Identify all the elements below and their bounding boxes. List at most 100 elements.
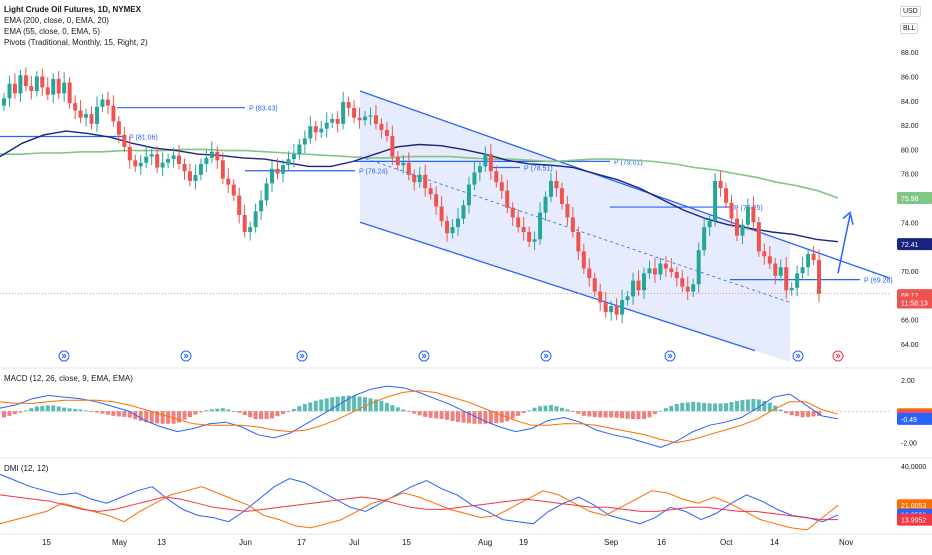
candle-body (707, 221, 712, 228)
price-tick-label: 82.00 (901, 123, 919, 130)
candle-body (357, 117, 362, 121)
dmi-pane-label: DMI (12, 12) (4, 464, 49, 473)
candle-body (395, 156, 400, 166)
news-event-icon (58, 350, 70, 362)
candle-body (647, 268, 652, 274)
macd-histogram-bar (439, 411, 444, 419)
candle-body (445, 221, 450, 234)
indicator-ema200-label: EMA (200, close, 0, EMA, 20) (4, 16, 109, 25)
candle-body (215, 151, 220, 161)
macd-histogram-bar (472, 411, 477, 424)
candle-body (51, 78, 56, 95)
candle-body (204, 157, 209, 164)
candle-body (291, 154, 296, 160)
macd-histogram-bar (778, 409, 783, 412)
macd-histogram-bar (193, 411, 198, 415)
macd-histogram-bar (105, 411, 110, 415)
macd-histogram-bar (806, 411, 811, 418)
macd-histogram-bar (658, 410, 663, 412)
dmi-plus-line (0, 473, 839, 525)
macd-histogram-bar (226, 409, 231, 412)
macd-histogram-bar (286, 411, 291, 413)
macd-histogram-bar (669, 406, 674, 412)
macd-histogram-bar (565, 409, 570, 412)
candle-body (483, 154, 488, 167)
price-tick-label: 80.00 (901, 147, 919, 154)
candle-body (89, 114, 94, 124)
candle-body (105, 99, 110, 106)
candle-body (745, 206, 750, 225)
time-tick-label: Nov (839, 538, 853, 547)
candle-body (428, 188, 433, 195)
macd-histogram-bar (166, 411, 171, 424)
candle-body (45, 87, 50, 95)
candle-body (412, 174, 417, 183)
macd-histogram-bar (510, 411, 515, 419)
macd-histogram-bar (417, 411, 422, 416)
candle-body (193, 174, 198, 181)
currency-label[interactable]: USD (900, 6, 921, 17)
candle-body (554, 180, 559, 189)
candle-body (160, 162, 165, 168)
candle-body (587, 268, 592, 279)
time-tick-label: Sep (604, 538, 619, 547)
candle-body (434, 194, 439, 207)
macd-histogram-bar (182, 411, 187, 420)
candle-body (631, 280, 636, 297)
candle-body (231, 184, 236, 196)
candle-body (532, 239, 537, 242)
unit-label[interactable]: BLL (900, 23, 919, 34)
macd-histogram-bar (445, 411, 450, 420)
pivot-label: P (79.01) (614, 159, 643, 166)
candle-body (177, 155, 182, 164)
candle-body (280, 165, 285, 174)
candle-body (94, 106, 99, 124)
candle-body (209, 151, 214, 158)
macd-histogram-bar (23, 410, 28, 412)
time-tick-label: 15 (42, 538, 51, 547)
candle-body (663, 263, 668, 269)
dmi-tag: 21.0053 (901, 503, 926, 510)
macd-histogram-bar (308, 402, 313, 412)
macd-histogram-bar (729, 402, 734, 412)
news-event-icon-glyph (667, 353, 673, 359)
macd-histogram-bar (477, 411, 482, 424)
candle-body (477, 166, 482, 173)
candle-body (576, 231, 581, 252)
macd-histogram-bar (587, 411, 592, 417)
candle-body (406, 162, 411, 175)
candle-body (674, 272, 679, 279)
candle-body (614, 306, 619, 315)
macd-histogram-bar (302, 404, 307, 412)
macd-histogram-bar (253, 411, 258, 420)
news-event-icon (832, 350, 844, 362)
time-tick-label: Jul (349, 538, 359, 547)
channel-midline (359, 156, 791, 303)
dmi-tick-label: 40.0000 (901, 464, 926, 471)
macd-histogram-bar (45, 405, 50, 412)
candle-body (817, 259, 822, 294)
candle-body (302, 138, 307, 145)
macd-histogram-bar (652, 411, 657, 415)
macd-histogram-bar (248, 411, 253, 418)
price-tag-bg (897, 238, 932, 251)
dmi-tag-bg (897, 513, 932, 526)
candle-body (751, 206, 756, 223)
pivot-label: P (81.06) (129, 134, 158, 141)
candle-body (2, 98, 6, 106)
candle-body (390, 135, 395, 157)
news-event-icon-glyph (183, 353, 189, 359)
time-tick-label: 19 (519, 538, 528, 547)
candle-body (488, 154, 493, 172)
macd-histogram-bar (401, 409, 406, 412)
macd-histogram-bar (745, 399, 750, 412)
macd-histogram-bar (636, 411, 641, 420)
macd-histogram-bar (516, 411, 521, 416)
candle-body (253, 211, 258, 228)
candle-body (734, 218, 739, 236)
forecast-arrow (837, 214, 851, 274)
time-tick-label: 17 (297, 538, 306, 547)
news-event-icon-glyph (421, 353, 427, 359)
macd-histogram-bar (570, 411, 575, 413)
